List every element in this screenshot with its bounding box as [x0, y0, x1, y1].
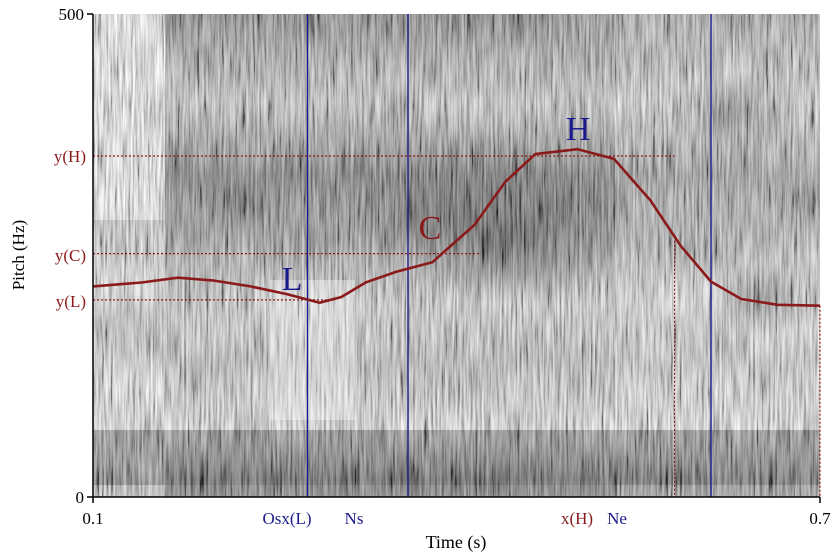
marker-label-ns: Ns: [345, 509, 364, 528]
ref-label-yC: y(C): [55, 246, 86, 265]
annotation-H: H: [566, 111, 591, 148]
segment-markers: [306, 14, 821, 497]
marker-label-xh: x(H): [561, 509, 593, 528]
y-tick-label-0: 0: [76, 488, 85, 507]
y-axis-title: Pitch (Hz): [9, 220, 28, 290]
x-tick-label-0.7: 0.7: [809, 509, 831, 528]
pitch-contour-line: [92, 147, 821, 307]
annotation-L: L: [282, 261, 303, 298]
reference-lines: [93, 155, 675, 301]
ref-label-yH: y(H): [54, 147, 86, 166]
x-tick-label-0.1: 0.1: [82, 509, 103, 528]
marker-label-ne: Ne: [607, 509, 627, 528]
annotation-C: C: [419, 210, 442, 247]
x-axis-title: Time (s): [426, 532, 487, 553]
y-tick-label-500: 500: [59, 5, 85, 24]
marker-label-osx-l: Osx(L): [262, 509, 311, 528]
ref-label-yL: y(L): [56, 292, 86, 311]
spectrogram-background: [93, 14, 820, 497]
